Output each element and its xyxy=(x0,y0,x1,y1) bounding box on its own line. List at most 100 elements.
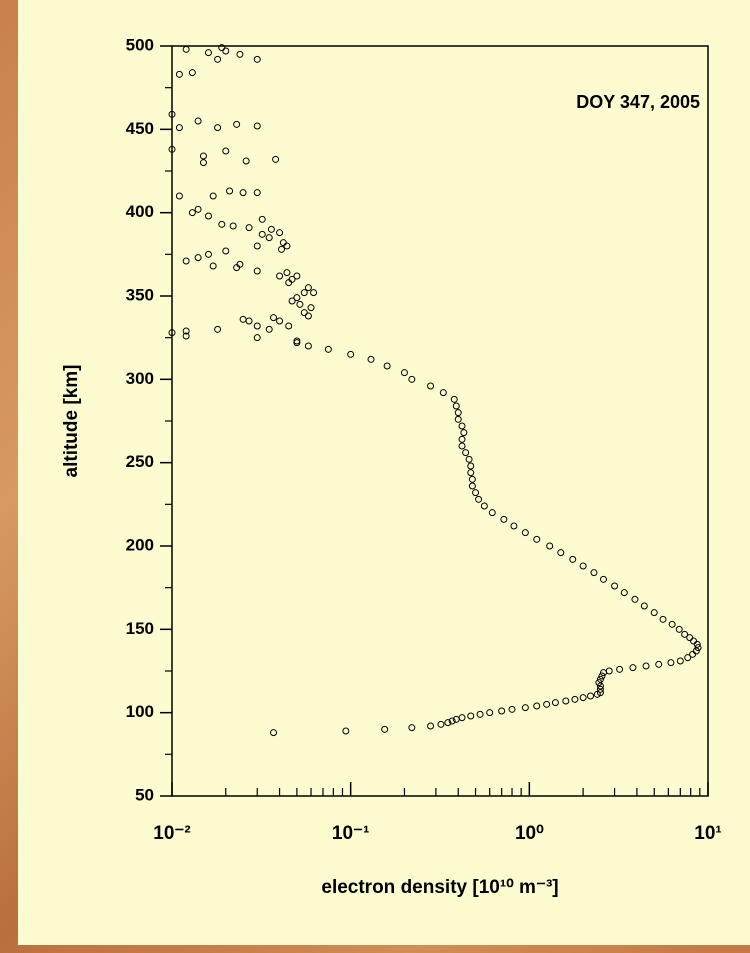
data-point xyxy=(468,475,476,483)
data-point xyxy=(557,549,565,557)
data-point xyxy=(304,284,312,292)
data-point xyxy=(194,254,202,262)
y-tick-label: 450 xyxy=(126,119,154,138)
data-point xyxy=(199,159,207,167)
data-point xyxy=(676,657,684,665)
data-point xyxy=(270,729,278,737)
data-point xyxy=(642,662,650,670)
data-point xyxy=(168,329,176,337)
data-point xyxy=(467,462,475,470)
data-point xyxy=(472,489,480,497)
y-tick-label: 350 xyxy=(126,285,154,304)
data-point xyxy=(599,575,607,583)
data-point xyxy=(288,297,296,305)
x-tick-label: 10⁰ xyxy=(515,823,544,844)
data-point xyxy=(245,224,253,232)
data-point xyxy=(258,215,266,223)
data-point xyxy=(467,469,475,477)
data-point xyxy=(694,644,702,652)
data-point xyxy=(450,395,458,403)
x-tick-label: 10⁻¹ xyxy=(332,823,370,844)
data-point xyxy=(667,659,675,667)
y-tick-label: 200 xyxy=(126,535,154,554)
data-point xyxy=(324,345,332,353)
data-point xyxy=(293,337,301,345)
data-point xyxy=(427,722,435,730)
data-point xyxy=(458,435,466,443)
data-point xyxy=(194,117,202,125)
data-point xyxy=(272,155,280,163)
data-point xyxy=(467,712,475,720)
data-point xyxy=(579,562,587,570)
data-point xyxy=(686,634,694,642)
data-point xyxy=(222,247,230,255)
data-point xyxy=(285,279,293,287)
data-point xyxy=(347,350,355,358)
data-point xyxy=(214,325,222,333)
data-point xyxy=(598,672,606,680)
data-point xyxy=(253,242,261,250)
data-point xyxy=(562,697,570,705)
y-tick-label: 300 xyxy=(126,369,154,388)
data-point xyxy=(236,50,244,58)
data-point xyxy=(444,719,452,727)
data-point xyxy=(508,705,516,713)
data-point xyxy=(245,317,253,325)
data-point xyxy=(439,389,447,397)
data-point xyxy=(460,429,468,437)
y-tick-label: 250 xyxy=(126,452,154,471)
data-point xyxy=(218,220,226,228)
data-point xyxy=(437,720,445,728)
data-point xyxy=(475,495,483,503)
data-point xyxy=(285,322,293,330)
data-point xyxy=(267,225,275,233)
data-point xyxy=(194,205,202,213)
x-axis-title: electron density [10¹⁰ m⁻³] xyxy=(321,877,558,898)
x-tick-label: 10¹ xyxy=(694,823,721,844)
data-point xyxy=(168,145,176,153)
data-point xyxy=(175,124,183,132)
data-point xyxy=(668,620,676,628)
data-point xyxy=(258,230,266,238)
y-tick-label: 100 xyxy=(126,702,154,721)
data-point xyxy=(458,714,466,722)
data-point xyxy=(283,242,291,250)
data-point xyxy=(253,122,261,130)
data-point xyxy=(684,654,692,662)
data-point xyxy=(296,300,304,308)
data-point xyxy=(533,535,541,543)
data-point xyxy=(265,325,273,333)
data-point xyxy=(616,665,624,673)
data-point xyxy=(276,229,284,237)
data-point xyxy=(458,442,466,450)
annotation: DOY 347, 2005 xyxy=(576,92,700,112)
data-point xyxy=(521,704,529,712)
data-point xyxy=(204,49,212,57)
data-point xyxy=(293,272,301,280)
data-point xyxy=(222,47,230,55)
data-point xyxy=(239,189,247,197)
data-point xyxy=(304,312,312,320)
data-point xyxy=(498,707,506,715)
data-point xyxy=(500,515,508,523)
data-point xyxy=(596,689,604,697)
data-point xyxy=(596,682,604,690)
data-point xyxy=(546,542,554,550)
panel xyxy=(18,0,750,945)
data-point xyxy=(454,409,462,417)
data-point xyxy=(486,709,494,717)
data-point xyxy=(675,625,683,633)
data-point xyxy=(253,189,261,197)
data-point xyxy=(454,415,462,423)
data-point xyxy=(300,289,308,297)
data-point xyxy=(175,192,183,200)
data-point xyxy=(265,234,273,242)
data-point xyxy=(214,124,222,132)
data-point xyxy=(168,110,176,118)
data-point xyxy=(233,120,241,128)
y-axis-title: altitude [km] xyxy=(61,365,82,478)
data-point xyxy=(480,502,488,510)
data-point xyxy=(543,700,551,708)
